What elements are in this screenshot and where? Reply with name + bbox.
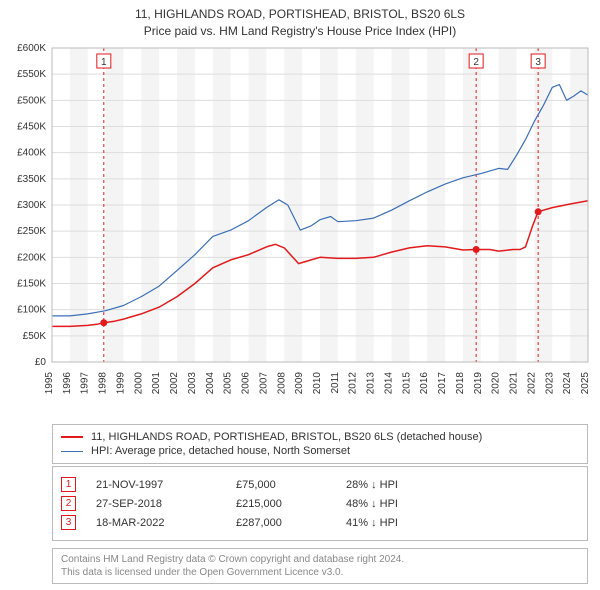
svg-text:2003: 2003 xyxy=(187,372,198,395)
svg-text:£550K: £550K xyxy=(17,69,46,80)
svg-text:£450K: £450K xyxy=(17,122,46,133)
event-date: 18-MAR-2022 xyxy=(96,517,236,529)
legend-row: 11, HIGHLANDS ROAD, PORTISHEAD, BRISTOL,… xyxy=(61,431,579,443)
footer-line-1: Contains HM Land Registry data © Crown c… xyxy=(61,553,579,566)
legend-swatch xyxy=(61,436,83,438)
chart-svg: £0 £50K £100K £150K £200K £250K £300K £350K £400… xyxy=(0,42,600,420)
footer-box: Contains HM Land Registry data © Crown c… xyxy=(52,548,588,584)
event-date: 21-NOV-1997 xyxy=(96,479,236,491)
svg-text:2022: 2022 xyxy=(526,372,537,395)
svg-text:1: 1 xyxy=(101,57,107,68)
svg-text:£300K: £300K xyxy=(17,200,46,211)
chart-title: 11, HIGHLANDS ROAD, PORTISHEAD, BRISTOL,… xyxy=(0,0,600,40)
svg-text:1998: 1998 xyxy=(98,372,109,395)
svg-text:2010: 2010 xyxy=(312,372,323,395)
legend-label: HPI: Average price, detached house, Nort… xyxy=(91,445,350,457)
events-box: 1 21-NOV-1997£75,00028% ↓ HPI 2 27-SEP-2018… xyxy=(52,466,588,541)
event-row: 3 18-MAR-2022£287,00041% ↓ HPI xyxy=(61,515,579,530)
svg-text:1997: 1997 xyxy=(80,372,91,395)
svg-text:2019: 2019 xyxy=(473,372,484,395)
event-pct: 41% ↓ HPI xyxy=(346,517,446,529)
svg-text:2020: 2020 xyxy=(491,372,502,395)
event-marker: 2 xyxy=(61,496,76,511)
title-line-1: 11, HIGHLANDS ROAD, PORTISHEAD, BRISTOL,… xyxy=(0,6,600,23)
footer-line-2: This data is licensed under the Open Gov… xyxy=(61,566,579,579)
svg-text:2: 2 xyxy=(473,57,479,68)
svg-text:2000: 2000 xyxy=(133,372,144,395)
svg-text:£150K: £150K xyxy=(17,279,46,290)
event-price: £287,000 xyxy=(236,517,346,529)
svg-text:£50K: £50K xyxy=(23,331,47,342)
svg-text:2024: 2024 xyxy=(562,372,573,395)
event-pct: 48% ↓ HPI xyxy=(346,498,446,510)
event-price: £75,000 xyxy=(236,479,346,491)
svg-text:2005: 2005 xyxy=(223,372,234,395)
svg-text:£200K: £200K xyxy=(17,252,46,263)
event-row: 1 21-NOV-1997£75,00028% ↓ HPI xyxy=(61,477,579,492)
event-pct: 28% ↓ HPI xyxy=(346,479,446,491)
legend-label: 11, HIGHLANDS ROAD, PORTISHEAD, BRISTOL,… xyxy=(91,431,482,443)
svg-text:2015: 2015 xyxy=(401,372,412,395)
svg-text:2023: 2023 xyxy=(544,372,555,395)
title-line-2: Price paid vs. HM Land Registry's House … xyxy=(0,23,600,40)
svg-text:2017: 2017 xyxy=(437,372,448,395)
legend-row: HPI: Average price, detached house, Nort… xyxy=(61,445,579,457)
svg-text:2002: 2002 xyxy=(169,372,180,395)
svg-text:2018: 2018 xyxy=(455,372,466,395)
legend-box: 11, HIGHLANDS ROAD, PORTISHEAD, BRISTOL,… xyxy=(52,424,588,464)
legend-swatch xyxy=(61,451,83,452)
svg-text:2025: 2025 xyxy=(580,372,591,395)
event-date: 27-SEP-2018 xyxy=(96,498,236,510)
event-marker: 1 xyxy=(61,477,76,492)
svg-text:2016: 2016 xyxy=(419,372,430,395)
svg-text:2014: 2014 xyxy=(383,372,394,395)
svg-text:£0: £0 xyxy=(35,357,47,368)
svg-text:2007: 2007 xyxy=(258,372,269,395)
event-price: £215,000 xyxy=(236,498,346,510)
chart-container: 11, HIGHLANDS ROAD, PORTISHEAD, BRISTOL,… xyxy=(0,0,600,590)
chart-plot-wrap: £0 £50K £100K £150K £200K £250K £300K £350K £400… xyxy=(0,42,600,420)
svg-text:£250K: £250K xyxy=(17,226,46,237)
svg-text:2004: 2004 xyxy=(205,372,216,395)
svg-text:£100K: £100K xyxy=(17,305,46,316)
svg-text:1995: 1995 xyxy=(44,372,55,395)
svg-text:£350K: £350K xyxy=(17,174,46,185)
svg-text:£400K: £400K xyxy=(17,148,46,159)
svg-text:£600K: £600K xyxy=(17,43,46,54)
svg-text:2001: 2001 xyxy=(151,372,162,395)
event-row: 2 27-SEP-2018£215,00048% ↓ HPI xyxy=(61,496,579,511)
svg-text:£500K: £500K xyxy=(17,95,46,106)
svg-text:2008: 2008 xyxy=(276,372,287,395)
event-marker: 3 xyxy=(61,515,76,530)
svg-text:2013: 2013 xyxy=(366,372,377,395)
svg-text:2006: 2006 xyxy=(241,372,252,395)
svg-text:2012: 2012 xyxy=(348,372,359,395)
svg-text:1996: 1996 xyxy=(62,372,73,395)
svg-text:2009: 2009 xyxy=(294,372,305,395)
svg-text:3: 3 xyxy=(535,57,541,68)
svg-text:1999: 1999 xyxy=(115,372,126,395)
svg-text:2021: 2021 xyxy=(509,372,520,395)
svg-text:2011: 2011 xyxy=(330,372,341,394)
